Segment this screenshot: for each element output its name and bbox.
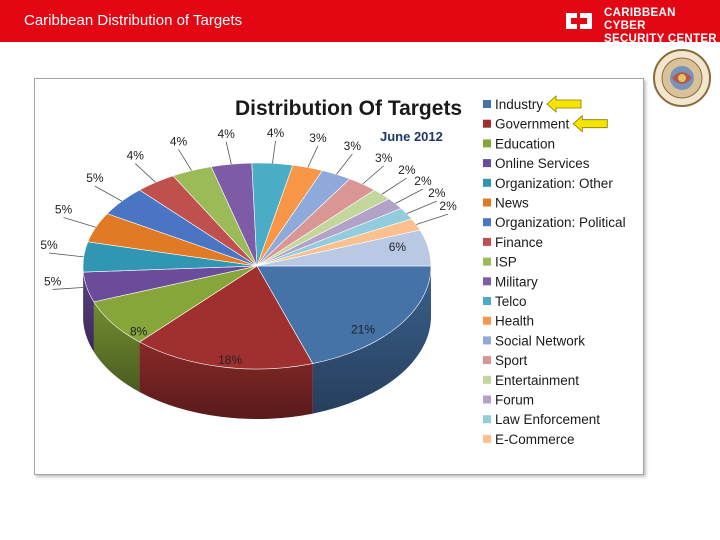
legend-item-law-enforcement: Law Enforcement xyxy=(495,412,600,427)
legend-swatch-health xyxy=(483,316,491,325)
legend-item-organization-other: Organization: Other xyxy=(495,176,613,191)
logo-text: CARIBBEAN CYBER SECURITY CENTER xyxy=(604,7,718,46)
header-bar: Caribbean Distribution of Targets CARIBB… xyxy=(0,0,720,45)
leader-line xyxy=(362,165,384,185)
data-label: 5% xyxy=(86,171,104,185)
leader-line xyxy=(48,252,84,258)
data-label: 2% xyxy=(398,163,416,177)
legend-item-online-services: Online Services xyxy=(495,156,590,171)
legend-swatch-education xyxy=(483,139,491,148)
legend-swatch-military xyxy=(483,277,491,286)
legend-item-finance: Finance xyxy=(495,235,543,250)
pie-chart: Distribution Of Targets June 2012 21% 18%… xyxy=(40,95,626,447)
legend-item-entertainment: Entertainment xyxy=(495,373,579,388)
leader-line xyxy=(272,140,276,164)
data-label: 6% xyxy=(389,240,407,254)
legend-swatch-organization-political xyxy=(483,218,491,227)
legend-item-social-network: Social Network xyxy=(495,333,585,348)
leader-line xyxy=(63,217,96,228)
leader-line xyxy=(307,145,319,168)
legend-item-government: Government xyxy=(495,117,570,132)
legend-item-military: Military xyxy=(495,274,538,289)
highlight-arrow-icon xyxy=(546,95,582,113)
data-label: 4% xyxy=(170,134,188,148)
legend-swatch-online-services xyxy=(483,159,491,168)
legend-item-telco: Telco xyxy=(495,294,527,309)
data-label: 5% xyxy=(55,203,73,217)
data-label: 4% xyxy=(127,149,145,163)
page-title: Caribbean Distribution of Targets xyxy=(24,12,243,29)
legend-item-isp: ISP xyxy=(495,255,517,270)
oas-seal-icon xyxy=(653,49,711,107)
data-label: 5% xyxy=(40,238,58,252)
legend-swatch-finance xyxy=(483,237,491,246)
pie-sides xyxy=(83,266,431,419)
legend-item-sport: Sport xyxy=(495,353,528,368)
data-label: 2% xyxy=(428,186,446,200)
leader-line xyxy=(178,149,192,171)
legend-item-news: News xyxy=(495,196,529,211)
legend-item-e-commerce: E-Commerce xyxy=(495,432,575,447)
logo-line-2: SECURITY CENTER xyxy=(604,33,717,45)
legend-item-education: Education xyxy=(495,136,555,151)
data-label: 3% xyxy=(375,151,393,165)
chart-frame: Distribution Of Targets June 2012 21% 18%… xyxy=(34,78,644,475)
pie-side-shade-government xyxy=(139,341,313,419)
legend-item-health: Health xyxy=(495,314,534,329)
legend: Industry Government Education Online Servic… xyxy=(483,95,626,447)
legend-swatch-law-enforcement xyxy=(483,415,491,424)
legend-item-industry: Industry xyxy=(495,97,543,112)
pie-side-shade-online-services xyxy=(83,272,94,352)
logo-line-1: CARIBBEAN CYBER xyxy=(604,7,676,32)
leader-line xyxy=(225,141,232,165)
chart-subtitle: June 2012 xyxy=(380,129,443,144)
data-label: 2% xyxy=(414,174,432,188)
legend-swatch-e-commerce xyxy=(483,434,491,443)
leader-line xyxy=(381,177,408,195)
leader-line xyxy=(52,286,87,290)
logo-icon xyxy=(566,13,592,29)
data-label: 21% xyxy=(351,323,375,337)
pie-slice-unlabeled xyxy=(256,229,432,267)
legend-swatch-organization-other xyxy=(483,178,491,187)
pie-side-shade-education xyxy=(93,301,140,392)
legend-swatch-telco xyxy=(483,297,491,305)
legend-item-organization-political: Organization: Political xyxy=(495,215,626,230)
leader-line xyxy=(416,213,449,225)
legend-swatch-industry xyxy=(483,100,491,108)
legend-swatch-news xyxy=(483,198,491,207)
data-label: 18% xyxy=(218,353,242,367)
chart-title: Distribution Of Targets xyxy=(235,97,462,120)
legend-swatch-isp xyxy=(483,257,491,266)
highlight-arrow-icon xyxy=(572,114,608,133)
pie-side-shade-industry xyxy=(312,266,431,414)
data-label: 4% xyxy=(267,126,285,140)
data-label: 3% xyxy=(309,131,327,145)
pie-slices xyxy=(82,162,432,370)
logo: CARIBBEAN CYBER SECURITY CENTER xyxy=(562,5,718,45)
leader-line xyxy=(406,200,437,214)
pie-slice-industry xyxy=(256,265,432,364)
legend-swatch-entertainment xyxy=(483,375,491,384)
legend-swatch-forum xyxy=(483,395,491,404)
leader-line xyxy=(94,185,123,202)
leader-line xyxy=(336,153,353,175)
data-label: 4% xyxy=(217,127,235,141)
leader-line xyxy=(395,188,424,204)
legend-swatch-sport xyxy=(483,356,491,365)
data-label: 8% xyxy=(130,325,148,339)
leader-line xyxy=(135,163,156,183)
legend-swatch-government xyxy=(483,119,491,128)
data-label: 3% xyxy=(344,139,362,153)
legend-swatch-social-network xyxy=(483,336,491,345)
data-label: 5% xyxy=(44,274,62,288)
legend-item-forum: Forum xyxy=(495,393,534,408)
data-label: 2% xyxy=(439,199,457,213)
pie-slice-government xyxy=(138,265,314,370)
pie-labels: 21%18%8%5%5%5%5%4%4%4% 4% 3%3%3%2%2%2%2%6% xyxy=(40,126,457,367)
